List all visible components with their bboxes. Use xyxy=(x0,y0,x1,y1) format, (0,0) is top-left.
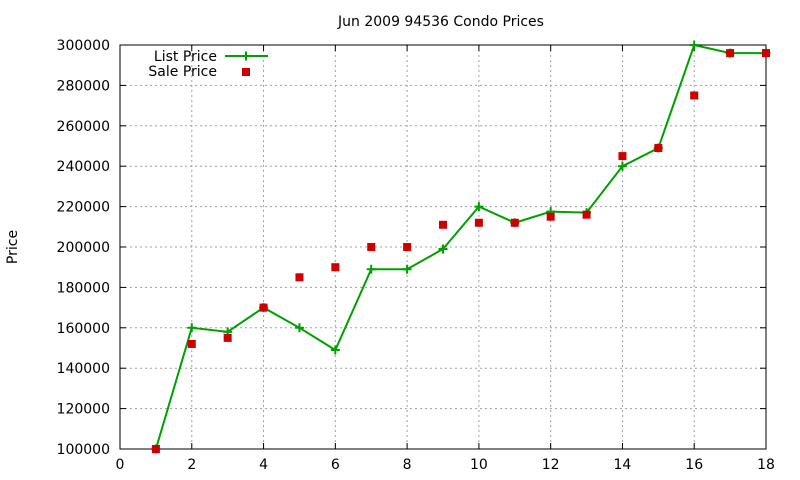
tick-layer: 0 2 4 6 8 10 12 14 16 18 100000 120000 140000 160000 1… xyxy=(57,38,775,473)
data-point-list-price xyxy=(689,40,699,50)
data-point-list-price xyxy=(330,345,340,355)
data-point-sale-price xyxy=(367,243,376,251)
data-point-sale-price xyxy=(295,273,304,282)
data-point-list-price xyxy=(366,264,376,274)
data-point-sale-price xyxy=(331,263,340,272)
y-tick-label: 120000 xyxy=(57,402,110,418)
x-tick-label: 8 xyxy=(403,457,412,473)
legend: List Price Sale Price xyxy=(148,49,268,80)
y-tick-label: 260000 xyxy=(57,119,110,135)
y-tick-label: 220000 xyxy=(57,200,110,216)
series-line-list-price xyxy=(154,43,766,450)
data-point-sale-price xyxy=(726,49,735,58)
data-point-list-price xyxy=(402,264,412,274)
data-point-sale-price xyxy=(223,333,232,342)
x-tick-label: 0 xyxy=(116,457,125,473)
x-tick-label: 18 xyxy=(757,457,775,473)
y-tick-label: 300000 xyxy=(57,38,110,54)
data-point-list-price xyxy=(294,323,304,333)
data-point-sale-price xyxy=(546,212,555,221)
y-tick-label: 140000 xyxy=(57,361,110,377)
legend-label-sale-price: Sale Price xyxy=(148,64,217,80)
legend-marker-list-price xyxy=(241,51,251,61)
y-tick-label: 200000 xyxy=(57,240,110,256)
chart-title: Jun 2009 94536 Condo Prices xyxy=(337,14,544,30)
y-tick-label: 160000 xyxy=(57,321,110,337)
data-point-sale-price xyxy=(510,218,519,227)
x-tick-label: 2 xyxy=(187,457,196,473)
data-point-sale-price xyxy=(259,303,268,312)
y-axis-label: Price xyxy=(5,230,21,264)
data-point-sale-price xyxy=(403,243,412,251)
y-tick-label: 240000 xyxy=(57,159,110,175)
data-point-sale-price xyxy=(474,218,483,227)
data-point-sale-price xyxy=(762,49,770,58)
data-point-sale-price xyxy=(618,152,627,161)
data-point-sale-price xyxy=(690,91,699,100)
x-tick-label: 6 xyxy=(331,457,340,473)
x-tick-label: 14 xyxy=(614,457,632,473)
legend-marker-sale-price xyxy=(242,68,250,76)
data-point-list-price xyxy=(474,202,484,212)
data-point-sale-price xyxy=(654,144,663,153)
y-tick-label: 280000 xyxy=(57,78,110,94)
y-tick-label: 100000 xyxy=(57,442,110,458)
data-point-list-price xyxy=(187,323,197,333)
plot-frame xyxy=(119,44,767,450)
x-tick-label: 4 xyxy=(259,457,268,473)
legend-label-list-price: List Price xyxy=(154,49,217,65)
data-point-list-price xyxy=(617,161,627,171)
x-tick-label: 16 xyxy=(685,457,703,473)
data-point-list-price xyxy=(438,244,448,254)
data-point-sale-price xyxy=(187,339,196,348)
data-point-sale-price xyxy=(151,445,160,453)
x-tick-label: 10 xyxy=(470,457,488,473)
data-point-sale-price xyxy=(439,220,447,229)
y-tick-label: 180000 xyxy=(57,280,110,296)
x-tick-label: 12 xyxy=(542,457,560,473)
data-point-sale-price xyxy=(582,210,591,219)
series-layer xyxy=(151,40,771,454)
